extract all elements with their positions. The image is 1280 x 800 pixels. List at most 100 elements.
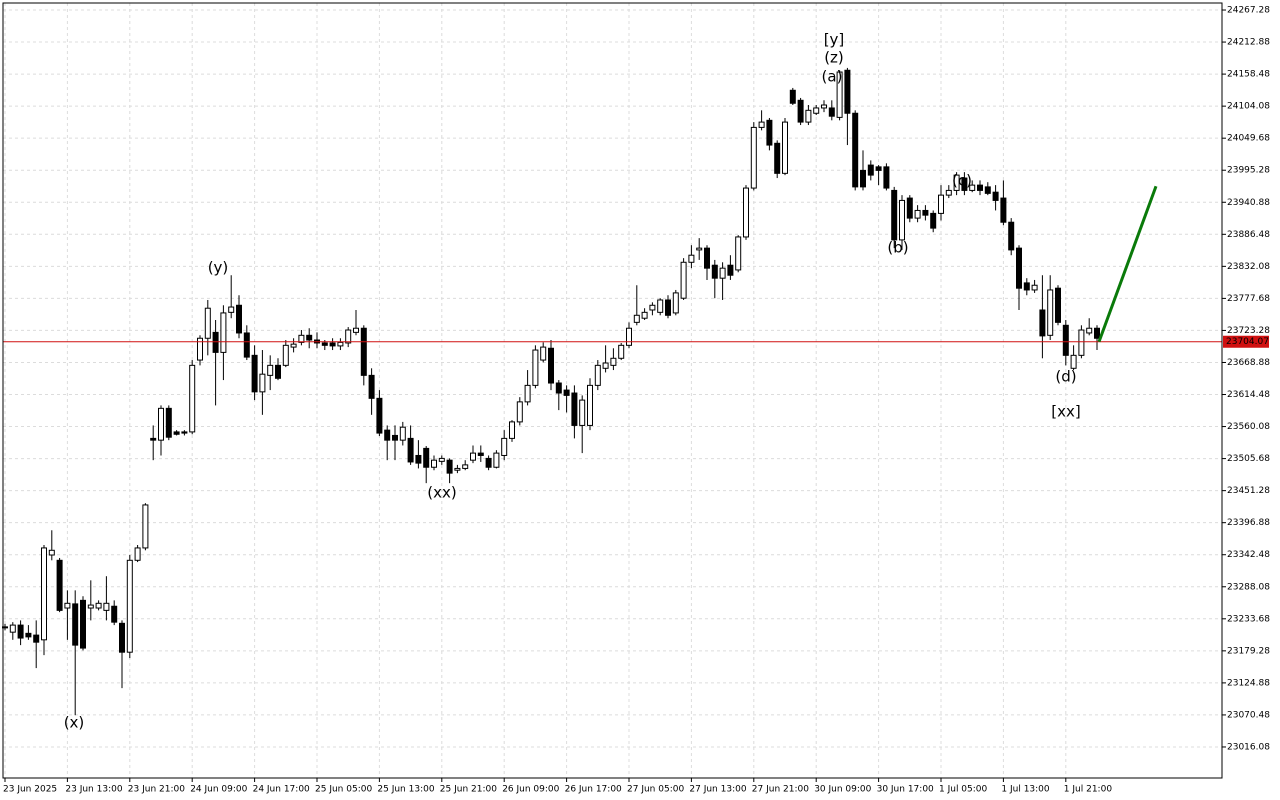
candle-body (1070, 354, 1077, 369)
candle-body (633, 314, 640, 323)
candle-body (446, 459, 453, 474)
candle-body (688, 254, 695, 263)
y-tick-label: 23288.08 (1227, 582, 1270, 592)
candle-body (1047, 289, 1054, 336)
candle-body (626, 327, 632, 346)
candle-body (25, 632, 32, 638)
wave-label: (x) (64, 714, 85, 732)
candle-body (548, 347, 554, 384)
candle-body (48, 549, 55, 556)
candle-body (977, 184, 983, 191)
candle-body (930, 212, 937, 229)
y-tick-label: 23016.08 (1227, 742, 1270, 752)
candle-body (555, 382, 562, 394)
candle-body (1094, 327, 1100, 339)
candle-body (657, 299, 664, 313)
current-price-box (1223, 335, 1269, 348)
candle-body (766, 119, 773, 146)
candle-body (33, 634, 40, 643)
candle-body (345, 329, 352, 344)
candle-body (813, 107, 820, 114)
candle-body (969, 184, 976, 191)
candle-body (282, 344, 289, 366)
candle-body (1086, 327, 1093, 334)
candle-body (111, 605, 118, 623)
candle-body (782, 121, 788, 174)
candle-body (524, 384, 531, 403)
y-tick-label: 23070.48 (1227, 710, 1270, 720)
x-tick-label: 27 Jun 05:00 (627, 785, 684, 795)
candle-body (407, 437, 414, 463)
x-tick-label: 30 Jun 09:00 (814, 785, 871, 795)
candle-body (860, 169, 866, 188)
candle-body (797, 99, 804, 123)
candle-body (992, 191, 999, 201)
x-tick-label: 27 Jun 13:00 (689, 785, 746, 795)
x-tick-label: 1 Jul 21:00 (1064, 785, 1113, 795)
candle-body (571, 392, 578, 426)
wave-label: (z) (824, 49, 844, 67)
y-tick-label: 24104.08 (1227, 102, 1270, 112)
x-tick-label: 25 Jun 05:00 (315, 785, 372, 795)
x-tick-label: 1 Jul 13:00 (1001, 785, 1050, 795)
candle-body (454, 467, 461, 471)
candle-body (594, 364, 601, 386)
wave-label: (c) (952, 172, 972, 190)
y-tick-label: 23179.28 (1227, 646, 1270, 656)
candle-body (906, 197, 913, 219)
plot-frame (2, 2, 1223, 779)
axes: 24267.28 24212.88 24158.48 24104.08 24049.68… (3, 6, 1270, 795)
candle-body (984, 186, 991, 194)
y-tick-label: 23233.68 (1227, 614, 1270, 624)
candle-body (236, 304, 242, 334)
candle-body (945, 189, 952, 196)
y-tick-label: 24158.48 (1227, 70, 1270, 80)
candle-body (134, 547, 141, 561)
candle-body (399, 426, 406, 441)
x-tick-label: 26 Jun 09:00 (502, 785, 559, 795)
candle-body (828, 107, 835, 117)
candle-body (290, 343, 297, 348)
candle-body (501, 437, 508, 456)
candle-body (821, 104, 827, 109)
wave-label: [y] (824, 31, 845, 49)
candle-body (41, 547, 47, 641)
candle-body (275, 364, 281, 379)
candle-body (329, 342, 336, 347)
candle-body (189, 364, 196, 433)
candle-body (1062, 324, 1069, 356)
candle-body (672, 292, 679, 314)
y-tick-label: 23342.48 (1227, 550, 1270, 560)
candle-body (360, 327, 367, 376)
y-tick-label: 23723.28 (1227, 326, 1270, 336)
candle-body (353, 327, 359, 333)
candle-body (696, 247, 703, 251)
x-tick-label: 30 Jun 17:00 (877, 785, 934, 795)
candle-body (212, 331, 219, 353)
candle-body (579, 399, 586, 426)
candle-body (509, 421, 515, 439)
candle-body (95, 602, 102, 609)
candle-body (142, 504, 149, 549)
candle-body (922, 209, 929, 216)
candle-body (532, 349, 539, 386)
candle-body (103, 602, 110, 611)
candle-body (540, 346, 547, 361)
candle-body (610, 357, 617, 366)
candle-body (368, 374, 375, 399)
candle-body (204, 307, 211, 339)
y-tick-label: 23995.28 (1227, 166, 1270, 176)
wave-label: (d) (1055, 368, 1076, 386)
candle-body (516, 401, 523, 423)
candle-body (220, 312, 227, 353)
candle-body (758, 121, 765, 128)
candle-body (415, 454, 422, 464)
candle-body (805, 109, 812, 123)
candle-body (173, 431, 180, 435)
forecast-line (1097, 185, 1158, 343)
plot: [y](z)(a) (y) (x) (xx) (b) (c) (d) [xx] (2, 31, 1222, 732)
candle-body (438, 457, 445, 462)
x-tick-label: 1 Jul 05:00 (939, 785, 988, 795)
